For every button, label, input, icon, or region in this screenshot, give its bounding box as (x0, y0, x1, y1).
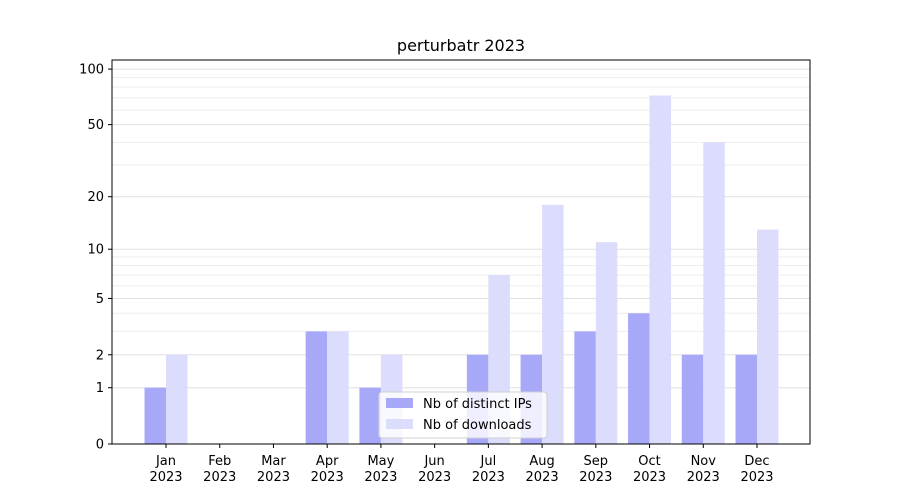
bar (628, 313, 650, 444)
x-tick-label: Nov 2023 (687, 454, 720, 485)
x-tick-label: Sep 2023 (579, 454, 612, 485)
bar (649, 95, 672, 445)
x-tick-label: Apr 2023 (311, 454, 344, 485)
bar (144, 387, 166, 444)
legend-label: Nb of distinct IPs (423, 397, 532, 412)
x-tick-label: Mar 2023 (257, 454, 290, 485)
bar (703, 142, 725, 445)
legend: Nb of distinct IPs Nb of downloads (378, 391, 548, 439)
bar (542, 204, 564, 444)
bar (595, 242, 618, 444)
y-tick-label: 1 (96, 381, 104, 396)
bar (305, 331, 328, 444)
y-tick-label: 2 (96, 348, 104, 363)
bar (166, 354, 188, 444)
y-tick-label: 10 (87, 243, 104, 258)
x-tick-label: Oct 2023 (633, 454, 666, 485)
legend-swatch (386, 398, 413, 408)
bar (735, 354, 757, 444)
legend-swatch (386, 419, 413, 429)
bar (359, 387, 381, 444)
x-tick-label: Feb 2023 (203, 454, 236, 485)
chart-title: perturbatr 2023 (397, 36, 525, 55)
x-tick-label: Dec 2023 (740, 454, 773, 485)
x-tick-label: Jun 2023 (418, 454, 451, 485)
bar (681, 354, 704, 444)
plot-frame (111, 59, 811, 445)
y-tick-label: 0 (96, 438, 104, 453)
x-tick-label: Aug 2023 (526, 454, 559, 485)
legend-label: Nb of downloads (423, 418, 532, 433)
legend-box (378, 391, 548, 439)
bar (574, 331, 596, 444)
bar (327, 331, 349, 444)
bar (757, 229, 779, 444)
y-tick-label: 50 (87, 118, 104, 133)
y-tick-label: 100 (79, 63, 104, 78)
x-tick-label: Jan 2023 (149, 454, 182, 485)
y-tick-label: 20 (87, 190, 104, 205)
x-tick-label: Jul 2023 (472, 454, 505, 485)
x-tick-label: May 2023 (364, 454, 397, 485)
y-tick-label: 5 (96, 292, 104, 307)
